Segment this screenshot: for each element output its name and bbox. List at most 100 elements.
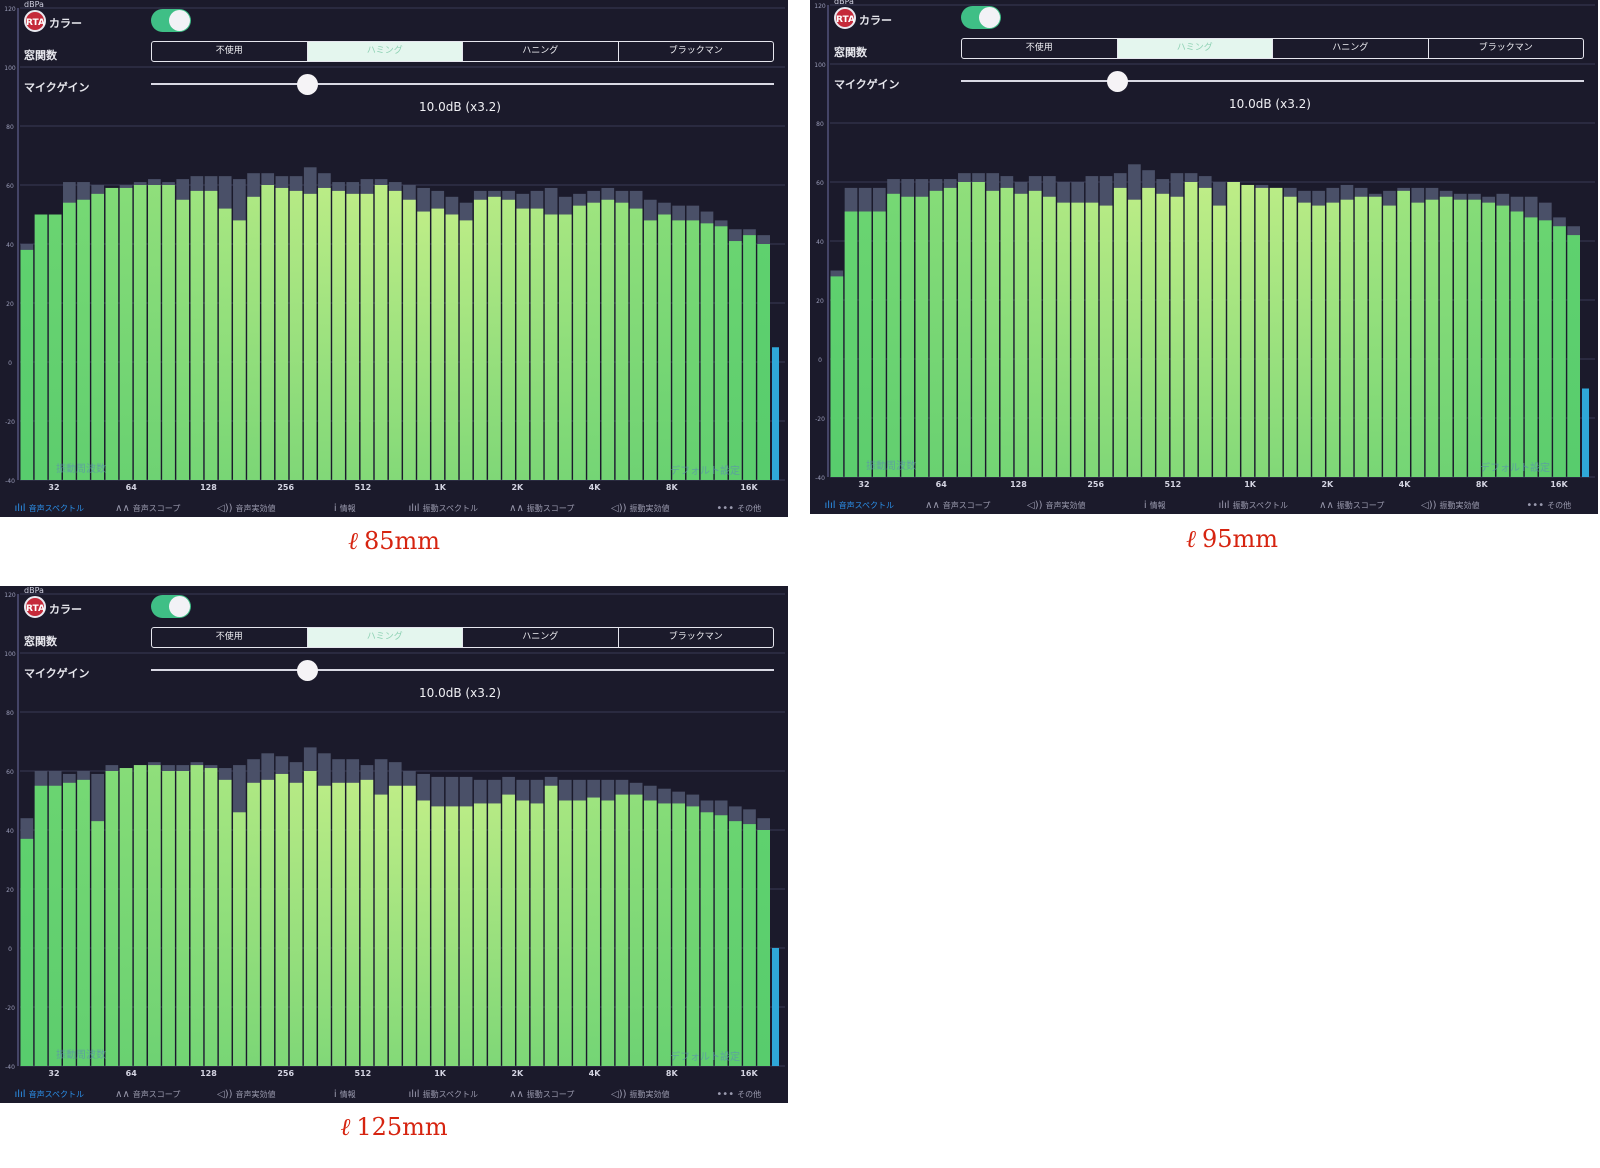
- window-function-label: 窓関数: [834, 46, 867, 59]
- tab-vibration-spectrum[interactable]: ılıl 振動スペクトル: [1204, 497, 1303, 514]
- y-tick-label: 60: [6, 769, 14, 776]
- tab-vibration-speaker[interactable]: ◁)) 振動実効値: [591, 500, 690, 517]
- vibration-spectrum-icon: ılıl: [1218, 500, 1230, 511]
- spectrum-bar: [403, 785, 416, 1066]
- tab-wave[interactable]: ∧∧ 音声スコープ: [99, 500, 198, 517]
- window-option[interactable]: ブラックマン: [1478, 43, 1533, 53]
- spectrum-bar: [133, 185, 147, 480]
- spectrum-bar: [502, 199, 515, 480]
- tab-label: 音声実効値: [235, 1090, 276, 1099]
- tab-vibration-wave[interactable]: ∧∧ 振動スコープ: [493, 500, 592, 517]
- spectrum-bar: [261, 185, 275, 480]
- x-tick-label: 16K: [1550, 480, 1568, 489]
- spectrum-bar: [91, 193, 105, 480]
- window-option[interactable]: ブラックマン: [668, 632, 723, 642]
- x-tick-label: 16K: [740, 1069, 758, 1078]
- mic-gain-slider[interactable]: [151, 83, 774, 85]
- spectrum-bar: [629, 208, 643, 480]
- window-option[interactable]: 不使用: [962, 39, 1118, 58]
- spectrum-bar: [1397, 190, 1410, 477]
- mic-gain-slider-knob[interactable]: [296, 74, 318, 95]
- rta-color-toggle[interactable]: [151, 595, 191, 618]
- window-option[interactable]: ハミング: [307, 42, 463, 61]
- window-option[interactable]: ハニング: [463, 628, 619, 647]
- window-option[interactable]: ブラックマン: [668, 46, 723, 56]
- tab-vibration-wave[interactable]: ∧∧ 振動スコープ: [493, 1086, 592, 1103]
- tab-wave[interactable]: ∧∧ 音声スコープ: [909, 497, 1008, 514]
- x-tick-label: 512: [355, 483, 372, 492]
- spectrum-bar: [1255, 187, 1269, 477]
- tab-label: その他: [737, 1090, 762, 1099]
- tab-speaker[interactable]: ◁)) 音声実効値: [1007, 497, 1106, 514]
- rta-color-toggle[interactable]: [961, 6, 1001, 29]
- spectrum-bar: [360, 779, 374, 1066]
- y-tick-label: 120: [4, 6, 16, 13]
- spectrum-bar: [417, 800, 430, 1066]
- caption-prefix: ℓ: [347, 527, 358, 555]
- caption-prefix: ℓ: [1185, 525, 1196, 553]
- x-tick-label: 512: [1165, 480, 1182, 489]
- spectrum-bar: [858, 211, 872, 477]
- bottom-tab-bar: ılıl 音声スペクトル ∧∧ 音声スコープ ◁)) 音声実効値 i 情報 ılıl 振動スペクト…: [0, 1086, 788, 1103]
- tab-spectrum[interactable]: ılıl 音声スペクトル: [0, 500, 99, 517]
- tab-label: 振動実効値: [1439, 501, 1480, 510]
- tab-info[interactable]: i 情報: [296, 1086, 395, 1103]
- tab-vibration-speaker[interactable]: ◁)) 振動実効値: [1401, 497, 1500, 514]
- spectrum-bar: [1028, 190, 1042, 477]
- tab-spectrum[interactable]: ılıl 音声スペクトル: [810, 497, 909, 514]
- spectrum-bar: [346, 782, 360, 1066]
- tab-vibration-spectrum[interactable]: ılıl 振動スペクトル: [394, 500, 493, 517]
- mic-gain-slider-knob[interactable]: [296, 660, 318, 681]
- tab-info[interactable]: i 情報: [296, 500, 395, 517]
- window-option[interactable]: ハミング: [307, 628, 463, 647]
- window-option[interactable]: ハニング: [1273, 39, 1429, 58]
- spectrum-bar: [275, 187, 289, 480]
- tab-more[interactable]: ••• その他: [690, 500, 789, 517]
- x-tick-label: 32: [48, 1069, 59, 1078]
- spectrum-bar: [629, 794, 643, 1066]
- spectrum-bar-last: [772, 948, 779, 1066]
- tab-wave[interactable]: ∧∧ 音声スコープ: [99, 1086, 198, 1103]
- y-tick-label: 20: [816, 298, 824, 305]
- rta-panel: 120 100 80 60 40 20 0 -20 -40 32 64 128 256 512 1K 2K 4K…: [0, 586, 788, 1103]
- spectrum-bar: [643, 220, 657, 480]
- window-option[interactable]: 不使用: [152, 42, 308, 61]
- spectrum-bar: [1085, 202, 1099, 477]
- tab-speaker[interactable]: ◁)) 音声実効値: [197, 500, 296, 517]
- gear-icon[interactable]: [1561, 6, 1581, 26]
- spectrum-bar: [1383, 205, 1396, 477]
- tab-speaker[interactable]: ◁)) 音声実効値: [197, 1086, 296, 1103]
- x-tick-label: 1K: [434, 483, 447, 492]
- tab-spectrum[interactable]: ılıl 音声スペクトル: [0, 1086, 99, 1103]
- tab-label: 振動実効値: [629, 504, 670, 513]
- info-icon: i: [333, 1089, 337, 1100]
- rta-panel: 120 100 80 60 40 20 0 -20 -40 32 64 128 256 512 1K 2K 4K…: [810, 0, 1598, 514]
- info-icon: i: [1143, 500, 1147, 511]
- rta-color-toggle[interactable]: [151, 9, 191, 32]
- spectrum-bar: [587, 797, 600, 1066]
- spectrum-bar: [1113, 187, 1127, 477]
- x-tick-label: 32: [48, 483, 59, 492]
- mic-gain-slider-knob[interactable]: [1106, 71, 1128, 92]
- window-option[interactable]: 不使用: [152, 628, 308, 647]
- tab-vibration-spectrum[interactable]: ılıl 振動スペクトル: [394, 1086, 493, 1103]
- spectrum-bar: [20, 838, 34, 1066]
- tab-vibration-wave[interactable]: ∧∧ 振動スコープ: [1303, 497, 1402, 514]
- vibration-speaker-icon: ◁)): [611, 1089, 627, 1100]
- window-option[interactable]: ハミング: [1117, 39, 1273, 58]
- spectrum-bar: [346, 193, 360, 480]
- mic-gain-slider[interactable]: [961, 80, 1584, 82]
- window-option[interactable]: ハニング: [463, 42, 619, 61]
- tab-vibration-speaker[interactable]: ◁)) 振動実効値: [591, 1086, 690, 1103]
- mic-gain-label: マイクゲイン: [24, 81, 90, 94]
- tab-label: 音声スペクトル: [28, 504, 85, 513]
- tab-label: その他: [737, 504, 762, 513]
- mic-gain-slider[interactable]: [151, 669, 774, 671]
- gear-icon[interactable]: [751, 9, 771, 29]
- spectrum-bar: [1298, 202, 1311, 477]
- tab-more[interactable]: ••• その他: [690, 1086, 789, 1103]
- spectrum-bar: [1057, 202, 1070, 477]
- tab-more[interactable]: ••• その他: [1500, 497, 1599, 514]
- gear-icon[interactable]: [751, 595, 771, 615]
- tab-info[interactable]: i 情報: [1106, 497, 1205, 514]
